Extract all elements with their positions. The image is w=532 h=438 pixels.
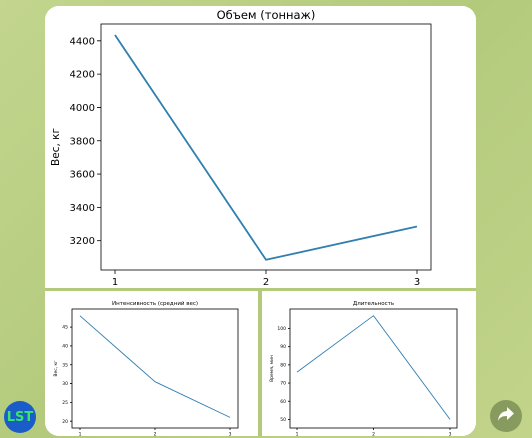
chart-duration-svg: Длительность 50 60 70 80 90 100 1 2 3 Время, мин — [269, 301, 458, 437]
chart-volume-tonnage[interactable]: Объем (тоннаж) 3200 3400 3600 3800 4000 4200 44… — [45, 6, 476, 288]
y-tick-label: 3600 — [70, 170, 95, 181]
x-tick-label: 1 — [112, 277, 118, 288]
share-arrow-icon — [497, 406, 515, 426]
y-tick-label: 60 — [280, 399, 286, 405]
y-tick-label: 100 — [277, 326, 286, 332]
album-divider-vertical — [258, 291, 262, 436]
y-tick-label: 80 — [280, 362, 286, 368]
y-tick-label: 4000 — [70, 103, 95, 114]
chart-intensity[interactable]: Интенсивность (средний вес) 20 25 30 35 40 45 1… — [45, 291, 258, 436]
y-tick-label: 40 — [62, 343, 68, 349]
plot-frame — [289, 308, 458, 429]
x-tick-label: 3 — [449, 432, 452, 437]
plot-frame — [71, 308, 239, 429]
series-line — [114, 34, 418, 261]
x-tick-label: 2 — [263, 277, 269, 288]
chart-title: Длительность — [353, 301, 394, 307]
y-axis-label: Время, мин — [269, 355, 275, 382]
y-axis-label: Вес, кг — [50, 128, 62, 166]
y-tick-label: 50 — [280, 417, 286, 423]
y-tick-label: 4400 — [70, 36, 95, 47]
plot-frame — [100, 23, 432, 271]
y-axis-label: Вес, кг — [53, 360, 59, 377]
chart-volume-svg: Объем (тоннаж) 3200 3400 3600 3800 4000 4200 44… — [50, 8, 432, 288]
x-tick-label: 3 — [414, 277, 420, 288]
share-button[interactable] — [490, 400, 522, 432]
chart-title: Интенсивность (средний вес) — [112, 300, 198, 307]
avatar-label: LST — [6, 409, 34, 425]
y-tick-label: 30 — [62, 381, 68, 387]
album-divider — [45, 288, 476, 291]
series-line — [296, 315, 451, 420]
chart-duration[interactable]: Длительность 50 60 70 80 90 100 1 2 3 Время, мин — [262, 291, 476, 436]
sender-avatar[interactable]: LST — [4, 401, 36, 433]
y-tick-label: 45 — [62, 325, 68, 331]
y-tick-label: 4200 — [70, 70, 95, 81]
y-tick-label: 3200 — [70, 236, 95, 247]
x-tick-label: 2 — [372, 432, 375, 437]
y-tick-label: 3800 — [70, 136, 95, 147]
x-tick-label: 3 — [229, 432, 232, 437]
x-tick-label: 1 — [79, 432, 82, 437]
chart-title: Объем (тоннаж) — [217, 8, 316, 22]
y-tick-label: 25 — [62, 400, 68, 406]
y-tick-label: 20 — [62, 419, 68, 425]
y-tick-label: 35 — [62, 362, 68, 368]
message-bubble-photo-album[interactable]: Объем (тоннаж) 3200 3400 3600 3800 4000 4200 44… — [45, 6, 476, 436]
x-tick-label: 1 — [296, 432, 299, 437]
series-line — [79, 315, 231, 418]
chart-intensity-svg: Интенсивность (средний вес) 20 25 30 35 40 45 1… — [53, 300, 239, 437]
y-tick-label: 70 — [280, 381, 286, 387]
x-tick-label: 2 — [154, 432, 157, 437]
y-tick-label: 3400 — [70, 203, 95, 214]
y-tick-label: 90 — [280, 344, 286, 350]
